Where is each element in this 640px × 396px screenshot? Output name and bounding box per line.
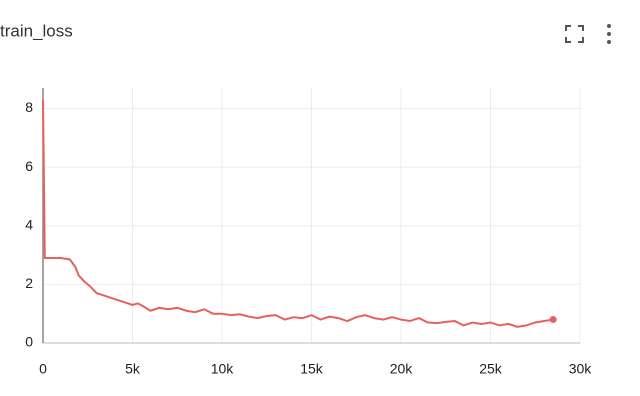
last-point <box>549 316 557 324</box>
y-tick-label: 4 <box>25 216 33 232</box>
y-tick-label: 8 <box>25 99 33 115</box>
x-tick-label: 5k <box>125 361 141 377</box>
y-tick-label: 0 <box>25 334 33 350</box>
x-tick-label: 0 <box>39 361 47 377</box>
more-button[interactable] <box>607 24 611 44</box>
x-tick-label: 25k <box>479 361 503 377</box>
x-tick-label: 20k <box>390 361 414 377</box>
chart-title: train_loss <box>0 21 73 40</box>
x-tick-label: 30k <box>569 361 593 377</box>
series-line <box>42 99 554 328</box>
x-tick-label: 15k <box>300 361 324 377</box>
y-tick-label: 2 <box>25 275 33 291</box>
x-tick-label: 10k <box>211 361 235 377</box>
y-tick-label: 6 <box>25 158 33 174</box>
fullscreen-button[interactable] <box>565 25 584 43</box>
